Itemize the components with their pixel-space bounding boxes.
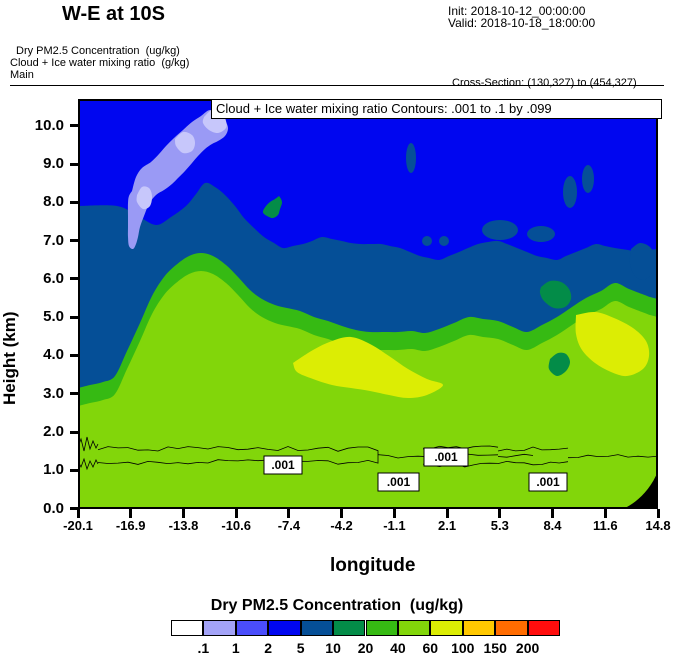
svg-text:.001: .001 bbox=[271, 458, 295, 472]
svg-text:.001: .001 bbox=[387, 475, 411, 489]
svg-text:.001: .001 bbox=[536, 475, 560, 489]
svg-text:.001: .001 bbox=[434, 450, 458, 464]
